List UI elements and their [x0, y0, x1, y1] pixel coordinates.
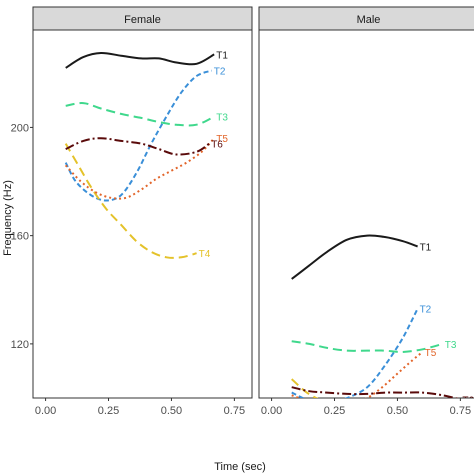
series-line-t6 [65, 137, 210, 156]
x-tick-label: 0.75 [224, 405, 245, 417]
series-label-t4: T4 [432, 408, 444, 419]
series-label-t5: T5 [425, 348, 437, 359]
panels-layer: Female 0.00 0.25 0.50 0.75 120 160 200 T1 T2 T3 T4 T… [11, 6, 474, 419]
x-tick-label: 0.00 [261, 405, 282, 417]
series-line-t3 [291, 340, 444, 354]
panel-series: T1 T2 T3 T4 T5 T6 [291, 234, 474, 419]
panel-male: Male 0.00 0.25 0.50 0.75 T1 T2 T3 T4 T5 T6 [258, 6, 474, 419]
x-tick-label: 0.25 [324, 405, 345, 417]
series-label-t3: T3 [445, 340, 457, 351]
series-label-t6: T6 [211, 140, 223, 151]
series-label-t4: T4 [199, 249, 211, 260]
x-tick-label: 0.50 [387, 405, 408, 417]
series-line-t1 [291, 234, 418, 280]
panel-strip-label: Male [357, 14, 381, 26]
y-tick-label: 160 [11, 231, 29, 243]
y-axis-title: Frequency (Hz) [2, 180, 14, 256]
series-line-t2 [291, 308, 419, 398]
series-label-t6: T6 [462, 395, 474, 406]
series-label-t1: T1 [216, 50, 228, 61]
series-label-t1: T1 [420, 242, 432, 253]
x-tick-label: 0.75 [450, 405, 471, 417]
series-label-t2: T2 [420, 305, 432, 316]
series-line-t1 [65, 51, 215, 69]
series-label-t3: T3 [216, 113, 228, 124]
series-line-t2 [64, 69, 213, 202]
y-tick-label: 200 [11, 122, 29, 134]
series-label-t2: T2 [214, 67, 226, 78]
series-line-t3 [65, 102, 215, 127]
x-tick-label: 0.50 [161, 405, 182, 417]
x-tick-label: 0.25 [98, 405, 119, 417]
y-tick-label: 120 [11, 339, 29, 351]
panel-border [32, 29, 253, 399]
panel-strip-label: Female [124, 14, 161, 26]
x-tick-label: 0.00 [35, 405, 56, 417]
series-line-t5 [64, 137, 215, 200]
panel-border [258, 29, 474, 399]
series-label-t5: T5 [216, 134, 228, 145]
series-line-t6 [291, 386, 459, 398]
x-axis-title: Time (sec) [214, 461, 266, 473]
series-line-t4 [291, 378, 319, 398]
